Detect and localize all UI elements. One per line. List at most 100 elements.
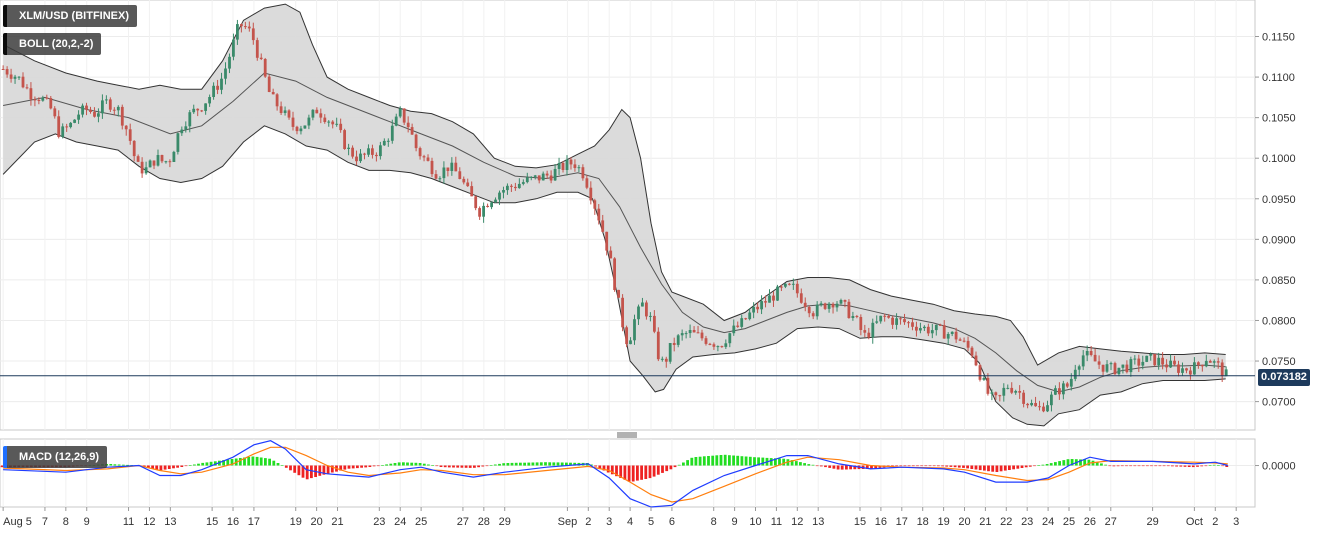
macd-hist-up (702, 456, 706, 466)
macd-hist-up (1100, 463, 1103, 466)
macd-hist-up (694, 457, 698, 466)
macd-hist-down (1150, 465, 1153, 467)
macd-hist-up (247, 457, 251, 466)
candle-down (271, 92, 275, 95)
candle-down (279, 106, 283, 113)
candle-up (557, 163, 561, 169)
candle-down (120, 106, 124, 126)
price-tick-label: 0.0750 (1262, 356, 1296, 368)
candle-down (1038, 406, 1041, 408)
candle-down (430, 160, 434, 175)
candle-up (815, 304, 819, 317)
candle-down (1125, 364, 1129, 373)
macd-legend[interactable]: MACD (12,26,9) (3, 446, 108, 468)
macd-hist-down (815, 465, 819, 467)
candle-up (327, 121, 331, 123)
candle-up (1145, 355, 1149, 362)
candle-down (696, 332, 700, 334)
candle-down (1165, 364, 1168, 368)
macd-hist-up (188, 465, 192, 466)
time-tick-label: Oct (1186, 516, 1203, 528)
time-tick-label: 24 (394, 516, 406, 528)
macd-hist-down (159, 465, 163, 471)
candle-down (9, 74, 13, 79)
candle-down (1113, 363, 1117, 375)
time-tick-label: 5 (648, 516, 654, 528)
candle-up (17, 76, 21, 78)
macd-hist-down (364, 465, 368, 468)
macd-hist-down (301, 465, 305, 478)
candle-down (712, 344, 716, 347)
macd-hist-down (147, 465, 150, 468)
candle-down (970, 347, 974, 356)
macd-hist-down (849, 465, 852, 470)
candle-up (827, 303, 831, 309)
candle-up (525, 177, 529, 183)
macd-hist-up (778, 458, 781, 466)
macd-hist-up (389, 463, 393, 466)
candle-down (5, 69, 9, 75)
macd-hist-up (552, 462, 556, 466)
candle-down (903, 319, 906, 323)
candle-down (287, 110, 291, 118)
macd-hist-down (1028, 465, 1032, 467)
candle-down (128, 129, 132, 141)
candle-down (140, 161, 144, 174)
symbol-legend[interactable]: XLM/USD (BITFINEX) (3, 5, 137, 27)
time-tick-label: 20 (958, 516, 970, 528)
macd-hist-down (1003, 465, 1007, 471)
boll-legend[interactable]: BOLL (20,2,-2) (3, 33, 102, 55)
macd-hist-down (966, 465, 969, 469)
candle-down (1093, 354, 1097, 362)
candle-up (1105, 364, 1109, 372)
macd-hist-down (845, 465, 848, 470)
candle-up (1133, 358, 1137, 360)
macd-hist-up (1095, 462, 1099, 466)
candle-down (474, 196, 478, 209)
candle-down (160, 155, 164, 162)
candle-up (835, 303, 839, 308)
candle-up (895, 318, 898, 325)
macd-hist-up (560, 462, 564, 466)
macd-hist-up (498, 463, 501, 466)
candle-down (458, 171, 462, 179)
pane-resize-handle[interactable] (617, 432, 637, 438)
macd-hist-up (803, 463, 806, 466)
macd-hist-down (376, 465, 380, 467)
macd-hist-up (255, 456, 259, 466)
macd-hist-down (330, 465, 334, 473)
time-tick-label: 25 (415, 516, 427, 528)
candle-up (105, 99, 108, 101)
candle-down (891, 317, 894, 325)
macd-hist-down (326, 465, 330, 474)
time-tick-label: Sep (558, 516, 578, 528)
candle-down (244, 26, 247, 28)
macd-hist-down (978, 465, 982, 471)
candle-down (720, 346, 724, 348)
macd-hist-down (1125, 465, 1128, 467)
macd-hist-down (1225, 465, 1229, 467)
candle-down (664, 358, 668, 362)
candle-down (859, 317, 863, 330)
candle-down (593, 200, 597, 209)
macd-hist-up (723, 454, 727, 466)
candle-up (688, 330, 692, 334)
macd-hist-down (180, 465, 184, 467)
price-tick-label: 0.1100 (1262, 72, 1295, 84)
candle-up (748, 312, 752, 320)
macd-hist-up (1208, 465, 1212, 466)
candle-down (1, 69, 5, 70)
candle-down (466, 182, 470, 187)
candle-up (752, 306, 755, 313)
candle-up (577, 167, 581, 169)
time-tick-label: 28 (478, 516, 490, 528)
candle-down (470, 186, 474, 197)
macd-hist-up (264, 458, 267, 466)
candle-up (212, 85, 215, 97)
candle-down (446, 167, 450, 171)
candle-up (1157, 357, 1161, 366)
macd-hist-up (1104, 464, 1107, 466)
candle-down (656, 331, 660, 360)
macd-hist-down (953, 465, 957, 468)
